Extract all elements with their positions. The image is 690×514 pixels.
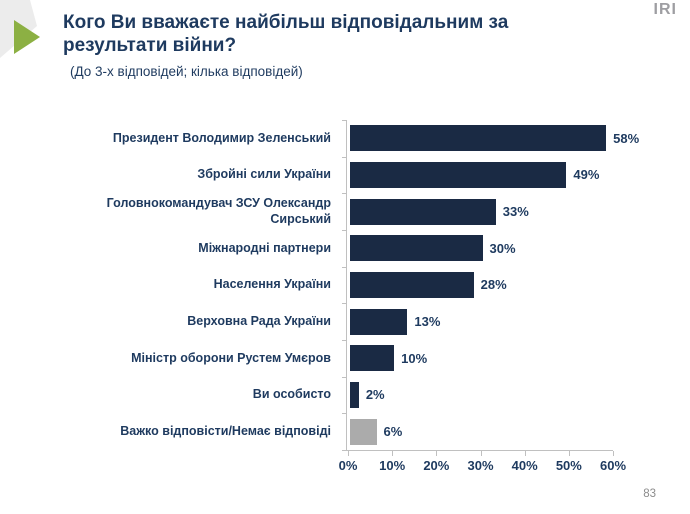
bar bbox=[350, 271, 474, 298]
bar-row: Населення України 28% bbox=[60, 267, 650, 304]
category-label: Головнокомандувач ЗСУ Олександр Сирський bbox=[106, 196, 331, 226]
y-axis-tick bbox=[342, 377, 347, 378]
y-axis-tick bbox=[342, 193, 347, 194]
bar-row: Важко відповісти/Немає відповіді 6% bbox=[60, 413, 650, 450]
x-axis-label: 40% bbox=[511, 458, 538, 473]
value-label: 10% bbox=[401, 350, 428, 366]
page-number: 83 bbox=[643, 488, 656, 500]
value-label: 49% bbox=[573, 167, 600, 183]
category-label: Міністр оборони Рустем Умєров bbox=[131, 350, 331, 365]
y-axis-tick bbox=[342, 340, 347, 341]
y-axis-tick bbox=[342, 157, 347, 158]
value-label: 30% bbox=[489, 240, 516, 256]
bar bbox=[350, 125, 607, 152]
category-label: Ви особисто bbox=[252, 387, 331, 402]
bar bbox=[350, 161, 567, 188]
y-axis-line bbox=[346, 120, 347, 451]
bar-row: Збройні сили України 49% bbox=[60, 157, 650, 194]
x-axis-label: 60% bbox=[599, 458, 627, 473]
x-axis-label: 50% bbox=[555, 458, 582, 473]
bar-row: Міністр оборони Рустем Умєров 10% bbox=[60, 340, 650, 377]
x-axis-tick bbox=[436, 451, 438, 456]
y-axis-tick bbox=[342, 450, 347, 451]
value-label: 28% bbox=[480, 277, 507, 293]
x-axis-label: 10% bbox=[379, 458, 406, 473]
bar-row: Ви особисто 2% bbox=[60, 377, 650, 414]
bar bbox=[350, 308, 408, 335]
x-axis-label: 0% bbox=[338, 458, 358, 473]
category-label: Важко відповісти/Немає відповіді bbox=[120, 423, 331, 438]
bar-row: Верховна Рада України 13% bbox=[60, 303, 650, 340]
category-label: Верховна Рада України bbox=[187, 313, 331, 328]
category-label: Збройні сили України bbox=[197, 167, 331, 182]
bar-chart: Президент Володимир Зеленський 58% Збройні… bbox=[60, 120, 650, 473]
y-axis-tick bbox=[342, 267, 347, 268]
category-label: Міжнародні партнери bbox=[198, 240, 331, 255]
y-axis-tick bbox=[342, 413, 347, 414]
bar bbox=[350, 381, 359, 408]
y-axis-tick bbox=[342, 120, 347, 121]
bar bbox=[350, 418, 377, 445]
bar-row: Міжнародні партнери 30% bbox=[60, 230, 650, 267]
iri-logo: IRI bbox=[653, 1, 677, 18]
x-axis-tick bbox=[392, 451, 394, 456]
x-axis-tick bbox=[568, 451, 570, 456]
bar bbox=[350, 198, 496, 225]
bar bbox=[350, 235, 483, 262]
category-label: Президент Володимир Зеленський bbox=[112, 130, 331, 145]
x-axis-tick bbox=[524, 451, 526, 456]
x-axis-tick bbox=[348, 451, 349, 456]
x-axis-tick bbox=[480, 451, 482, 456]
x-axis-line bbox=[345, 450, 613, 451]
slide-title-line2: результати війни? bbox=[63, 35, 237, 57]
value-label: 2% bbox=[365, 387, 385, 403]
slide-subtitle: (До 3-х відповідей; кілька відповідей) bbox=[70, 64, 303, 79]
value-label: 6% bbox=[383, 424, 403, 440]
slide-title-line1: Кого Ви вважаєте найбільш відповідальним… bbox=[63, 12, 509, 33]
y-axis-tick bbox=[342, 303, 347, 304]
bar bbox=[350, 345, 395, 372]
x-axis-label: 20% bbox=[423, 458, 450, 473]
x-axis-tick bbox=[613, 451, 614, 456]
bar-row: Головнокомандувач ЗСУ Олександр Сирський… bbox=[60, 193, 650, 230]
category-label: Населення України bbox=[213, 277, 331, 292]
slide-title: Кого Ви вважаєте найбільш відповідальним… bbox=[63, 11, 638, 57]
x-axis-label: 30% bbox=[467, 458, 494, 473]
value-label: 58% bbox=[613, 130, 640, 146]
value-label: 13% bbox=[414, 314, 441, 330]
value-label: 33% bbox=[502, 204, 529, 220]
bar-row: Президент Володимир Зеленський 58% bbox=[60, 120, 650, 157]
y-axis-tick bbox=[342, 230, 347, 231]
